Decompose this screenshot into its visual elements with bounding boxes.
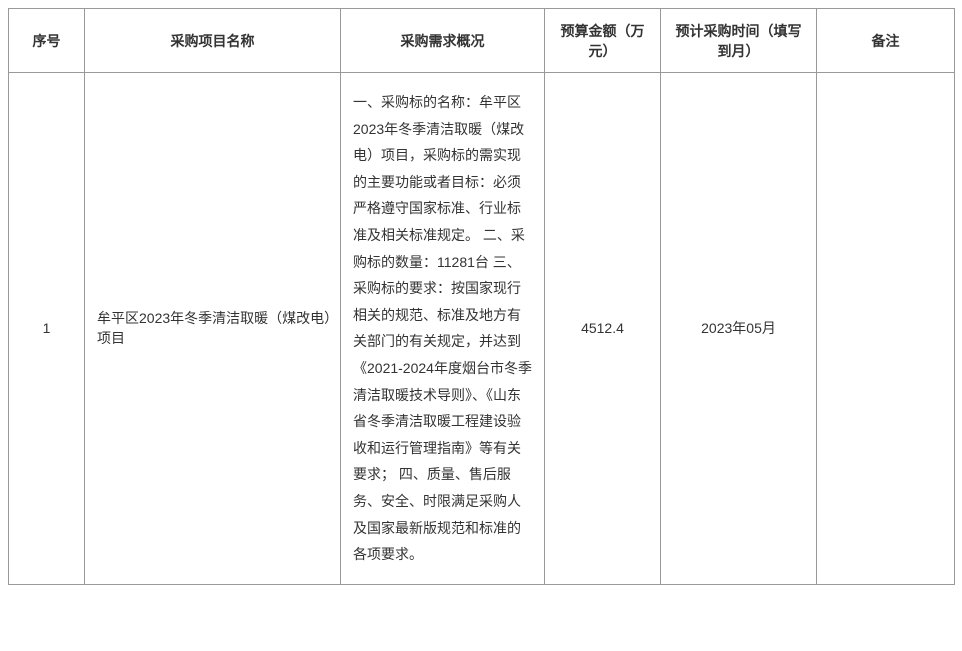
cell-desc: 一、采购标的名称：牟平区2023年冬季清洁取暖（煤改电）项目，采购标的需实现的主… xyxy=(341,73,545,585)
procurement-table: 序号 采购项目名称 采购需求概况 预算金额（万元） 预计采购时间（填写到月） 备… xyxy=(8,8,955,585)
cell-budget: 4512.4 xyxy=(545,73,661,585)
col-seq: 序号 xyxy=(9,9,85,73)
col-desc: 采购需求概况 xyxy=(341,9,545,73)
col-budget: 预算金额（万元） xyxy=(545,9,661,73)
col-name: 采购项目名称 xyxy=(85,9,341,73)
cell-name: 牟平区2023年冬季清洁取暖（煤改电）项目 xyxy=(85,73,341,585)
col-remark: 备注 xyxy=(817,9,955,73)
col-time: 预计采购时间（填写到月） xyxy=(661,9,817,73)
cell-seq: 1 xyxy=(9,73,85,585)
table-row: 1 牟平区2023年冬季清洁取暖（煤改电）项目 一、采购标的名称：牟平区2023… xyxy=(9,73,955,585)
cell-remark xyxy=(817,73,955,585)
cell-time: 2023年05月 xyxy=(661,73,817,585)
table-header-row: 序号 采购项目名称 采购需求概况 预算金额（万元） 预计采购时间（填写到月） 备… xyxy=(9,9,955,73)
